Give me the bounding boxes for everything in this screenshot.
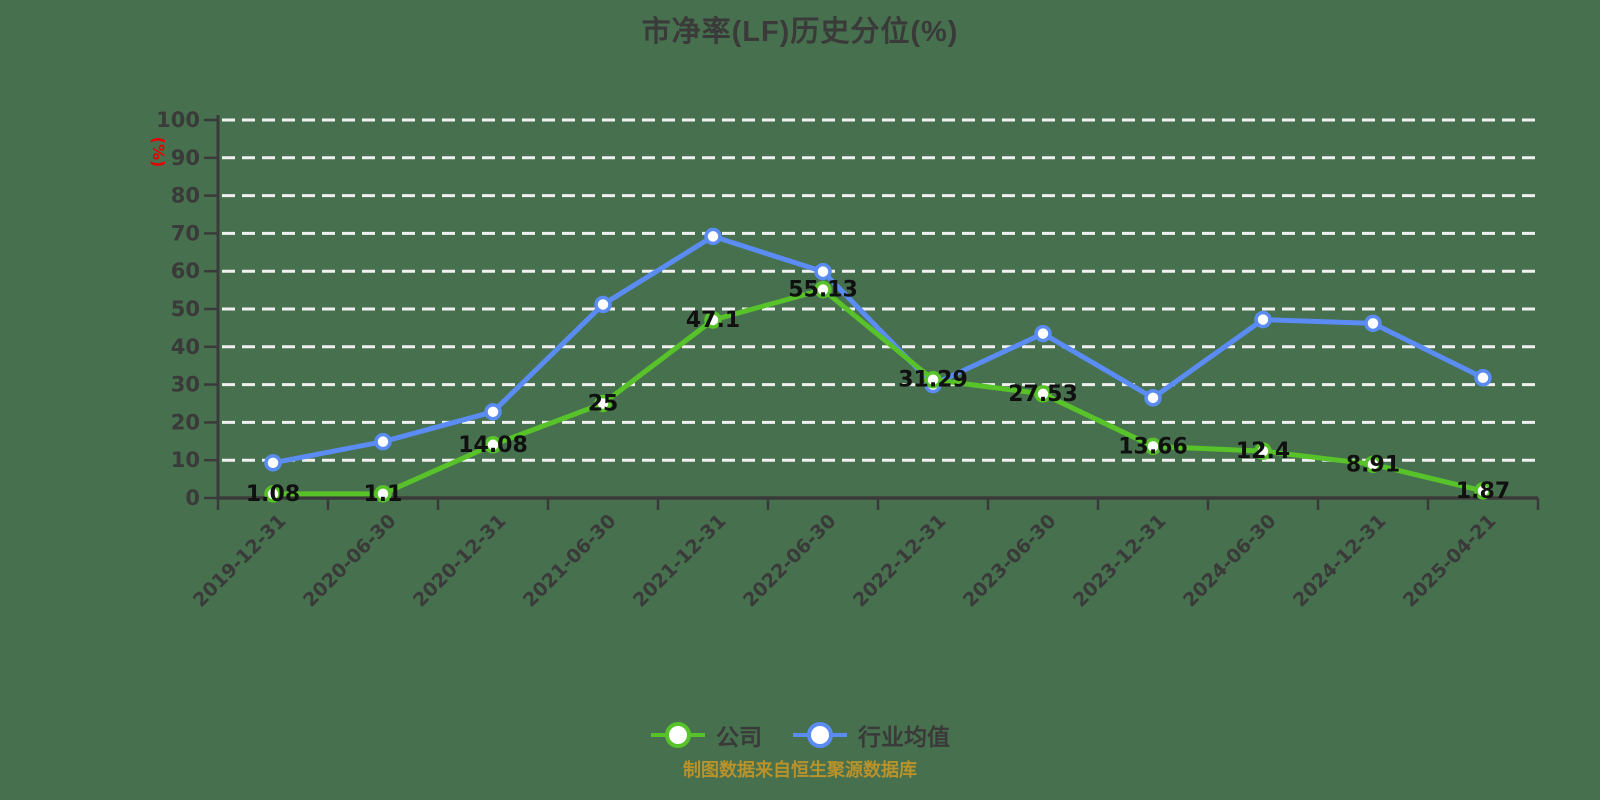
y-axis-label: 10 <box>171 448 200 472</box>
industry-legend-marker-icon <box>793 722 847 748</box>
x-axis-label: 2025-04-21 <box>1399 510 1501 612</box>
company-value-label: 55.13 <box>788 278 858 303</box>
industry-point-2023-06-30[interactable] <box>1034 324 1052 343</box>
company-value-label: 1.1 <box>364 482 403 507</box>
company-value-label: 8.91 <box>1346 452 1400 477</box>
company-value-label: 13.66 <box>1118 434 1188 459</box>
x-axis-label: 2022-06-30 <box>739 510 841 612</box>
y-axis-unit-label: (%) <box>149 137 168 168</box>
x-axis-label: 2020-12-31 <box>409 510 511 612</box>
industry-point-2020-12-31[interactable] <box>484 403 502 421</box>
y-axis-label: 70 <box>171 221 200 245</box>
industry-point-2025-04-21[interactable] <box>1474 369 1492 387</box>
y-axis-label: 50 <box>171 297 200 321</box>
company-point-2024-06-30[interactable] <box>1254 442 1272 460</box>
company-point-2023-12-31[interactable] <box>1144 437 1162 456</box>
company-value-label: 47.1 <box>686 308 740 333</box>
industry-point-2022-06-30[interactable] <box>814 262 832 281</box>
y-axis-label: 100 <box>156 108 200 132</box>
company-point-2021-12-31[interactable] <box>704 311 722 329</box>
x-axis-label: 2022-12-31 <box>849 510 951 612</box>
company-value-label: 12.4 <box>1236 439 1290 464</box>
x-axis-label: 2019-12-31 <box>189 510 291 612</box>
company-point-2023-06-30[interactable] <box>1034 385 1052 403</box>
company-point-2022-12-31[interactable] <box>924 370 942 389</box>
industry-point-2021-06-30[interactable] <box>594 295 612 314</box>
y-axis-label: 20 <box>171 410 200 434</box>
y-axis-label: 0 <box>185 486 200 510</box>
company-value-label: 25 <box>588 392 619 417</box>
y-axis-label: 80 <box>171 184 200 208</box>
y-axis-label: 90 <box>171 146 200 170</box>
company-point-2022-06-30[interactable] <box>814 280 832 299</box>
y-axis-label: 60 <box>171 259 200 283</box>
industry-point-2024-12-31[interactable] <box>1364 314 1382 333</box>
industry-line <box>270 233 1486 466</box>
x-axis-label: 2021-06-30 <box>519 510 621 612</box>
x-axis-label: 2024-12-31 <box>1289 510 1391 612</box>
industry-point-2021-12-31[interactable] <box>704 227 722 246</box>
x-axis-label: 2020-06-30 <box>299 510 401 612</box>
industry-point-2019-12-31[interactable] <box>264 454 282 472</box>
legend-label-industry: 行业均值 <box>858 724 950 750</box>
company-point-2024-12-31[interactable] <box>1364 455 1382 474</box>
x-axis-label: 2021-12-31 <box>629 510 731 612</box>
data-source-note: 制图数据来自恒生聚源数据库 <box>683 760 917 780</box>
legend-label-company: 公司 <box>716 724 762 750</box>
chart-title: 市净率(LF)历史分位(%) <box>641 16 959 48</box>
legend-item-company[interactable]: 公司 <box>650 718 762 752</box>
company-value-label: 27.53 <box>1008 382 1078 407</box>
company-point-2021-06-30[interactable] <box>594 394 612 413</box>
company-line <box>270 287 1486 497</box>
y-axis-label: 40 <box>171 335 200 359</box>
x-axis-label: 2023-06-30 <box>959 510 1061 612</box>
company-value-label: 14.08 <box>458 433 528 458</box>
company-point-2025-04-21[interactable] <box>1474 482 1492 500</box>
industry-point-2023-12-31[interactable] <box>1144 389 1162 407</box>
x-axis-label: 2023-12-31 <box>1069 510 1171 612</box>
legend: 公司 行业均值 <box>0 718 1600 752</box>
company-point-2020-12-31[interactable] <box>484 436 502 454</box>
company-value-label: 31.29 <box>898 368 968 393</box>
company-point-2020-06-30[interactable] <box>374 485 392 503</box>
x-axis-label: 2024-06-30 <box>1179 510 1281 612</box>
company-legend-marker-icon <box>651 722 705 748</box>
company-point-2019-12-31[interactable] <box>264 485 282 503</box>
industry-point-2020-06-30[interactable] <box>374 432 392 451</box>
company-value-label: 1.08 <box>246 482 300 507</box>
legend-item-industry[interactable]: 行业均值 <box>792 718 950 752</box>
company-value-label: 1.87 <box>1456 479 1510 504</box>
industry-point-2024-06-30[interactable] <box>1254 310 1272 329</box>
y-axis-label: 30 <box>171 373 200 397</box>
